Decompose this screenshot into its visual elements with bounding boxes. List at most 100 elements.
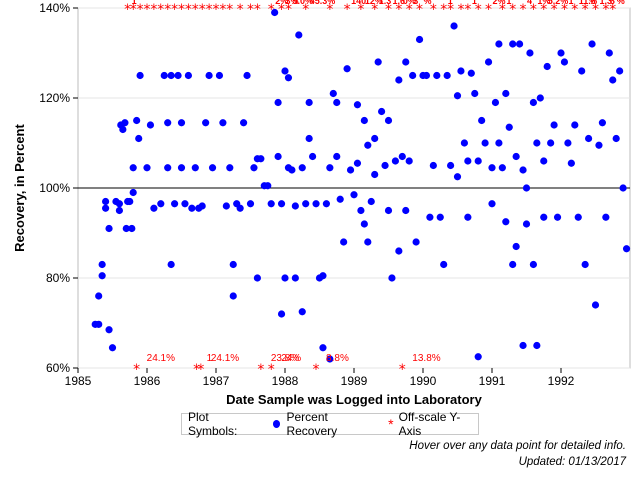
data-point — [360, 116, 368, 125]
data-point — [591, 301, 600, 309]
off-scale-high-label: 0% — [403, 0, 416, 6]
data-point — [557, 49, 565, 57]
off-scale-high-label: 140. — [351, 0, 369, 6]
off-scale-high-marker: * — [551, 2, 558, 18]
data-point — [319, 344, 327, 352]
data-point — [612, 134, 620, 143]
data-point — [571, 121, 579, 129]
off-scale-low-marker: * — [197, 362, 204, 378]
off-scale-high-label: 4 — [527, 0, 532, 6]
off-scale-high-marker: * — [268, 2, 275, 18]
off-scale-high-marker: * — [130, 2, 137, 18]
off-scale-high-marker: * — [226, 2, 233, 18]
x-tick-label: 1990 — [410, 374, 437, 388]
legend-title: Plot Symbols: — [188, 410, 238, 438]
data-point — [191, 164, 199, 172]
off-scale-high-marker: * — [561, 2, 568, 18]
data-point — [115, 206, 123, 215]
off-scale-high-marker: * — [499, 2, 506, 18]
data-point — [129, 164, 137, 172]
off-scale-high-marker: * — [447, 2, 454, 18]
data-point — [540, 157, 548, 165]
data-point — [167, 71, 175, 80]
data-point — [464, 157, 472, 165]
data-point — [250, 164, 258, 172]
data-point — [540, 213, 548, 221]
data-point — [553, 213, 562, 221]
data-point — [229, 260, 237, 269]
data-point — [526, 49, 534, 57]
off-scale-high-label: 12% — [365, 0, 383, 6]
updated-date: Updated: 01/13/2017 — [518, 456, 626, 468]
data-point — [353, 101, 362, 109]
data-point — [171, 200, 179, 208]
off-scale-high-marker: * — [164, 2, 171, 18]
data-point — [512, 152, 520, 161]
data-point — [426, 213, 434, 221]
off-scale-high-label: 6 — [610, 0, 615, 6]
data-point — [102, 204, 110, 212]
off-scale-high-marker: * — [219, 2, 226, 18]
data-point — [274, 152, 282, 161]
off-scale-high-marker: * — [395, 2, 402, 18]
data-point — [616, 67, 624, 75]
data-point — [622, 245, 631, 253]
off-scale-high-label: 3 — [413, 0, 418, 6]
off-scale-high-marker: * — [137, 2, 144, 18]
off-scale-low-marker: * — [399, 362, 406, 378]
data-point — [257, 155, 265, 163]
x-tick-label: 1992 — [548, 374, 575, 388]
data-point — [467, 69, 475, 77]
data-point — [509, 40, 517, 48]
data-point — [98, 260, 106, 269]
off-scale-high-marker: * — [530, 2, 537, 18]
data-point — [264, 182, 272, 190]
data-point — [288, 166, 296, 174]
data-point — [464, 213, 472, 221]
data-point — [115, 200, 123, 208]
data-point — [378, 107, 386, 116]
data-point — [267, 200, 275, 208]
data-point — [305, 134, 313, 143]
data-point — [547, 139, 555, 147]
data-point — [536, 94, 544, 102]
data-point — [205, 71, 213, 80]
data-point — [381, 161, 389, 170]
data-point — [143, 164, 151, 172]
data-point — [588, 40, 596, 48]
data-point — [560, 58, 569, 66]
data-point — [136, 71, 144, 80]
data-point — [436, 213, 444, 221]
data-point — [364, 238, 372, 246]
off-scale-high-marker: * — [540, 2, 547, 18]
data-point — [177, 119, 186, 127]
data-point — [491, 98, 500, 107]
off-scale-high-marker: * — [406, 2, 413, 18]
off-scale-high-marker: * — [254, 2, 261, 18]
data-point — [502, 89, 510, 98]
data-point — [474, 353, 482, 361]
data-point — [529, 260, 538, 269]
data-point — [353, 159, 362, 167]
off-scale-low-label: 24.1% — [211, 353, 239, 364]
data-point — [609, 76, 617, 84]
data-point — [543, 62, 551, 71]
data-point — [277, 200, 286, 208]
off-scale-high-marker: * — [326, 2, 333, 18]
off-scale-low-marker: * — [133, 362, 140, 378]
data-point — [302, 200, 310, 208]
data-point — [512, 242, 520, 251]
off-scale-high-marker: * — [171, 2, 178, 18]
data-point — [443, 71, 451, 80]
off-scale-high-marker: * — [302, 2, 309, 18]
data-point — [509, 260, 517, 269]
data-point — [471, 89, 479, 98]
off-scale-high-marker: * — [192, 2, 199, 18]
data-point — [422, 71, 431, 80]
off-scale-high-marker: * — [430, 2, 437, 18]
off-scale-high-label: 5.0% — [292, 0, 313, 6]
data-point — [519, 166, 527, 174]
data-point — [122, 224, 130, 233]
data-point — [215, 71, 224, 80]
data-point — [495, 139, 503, 147]
